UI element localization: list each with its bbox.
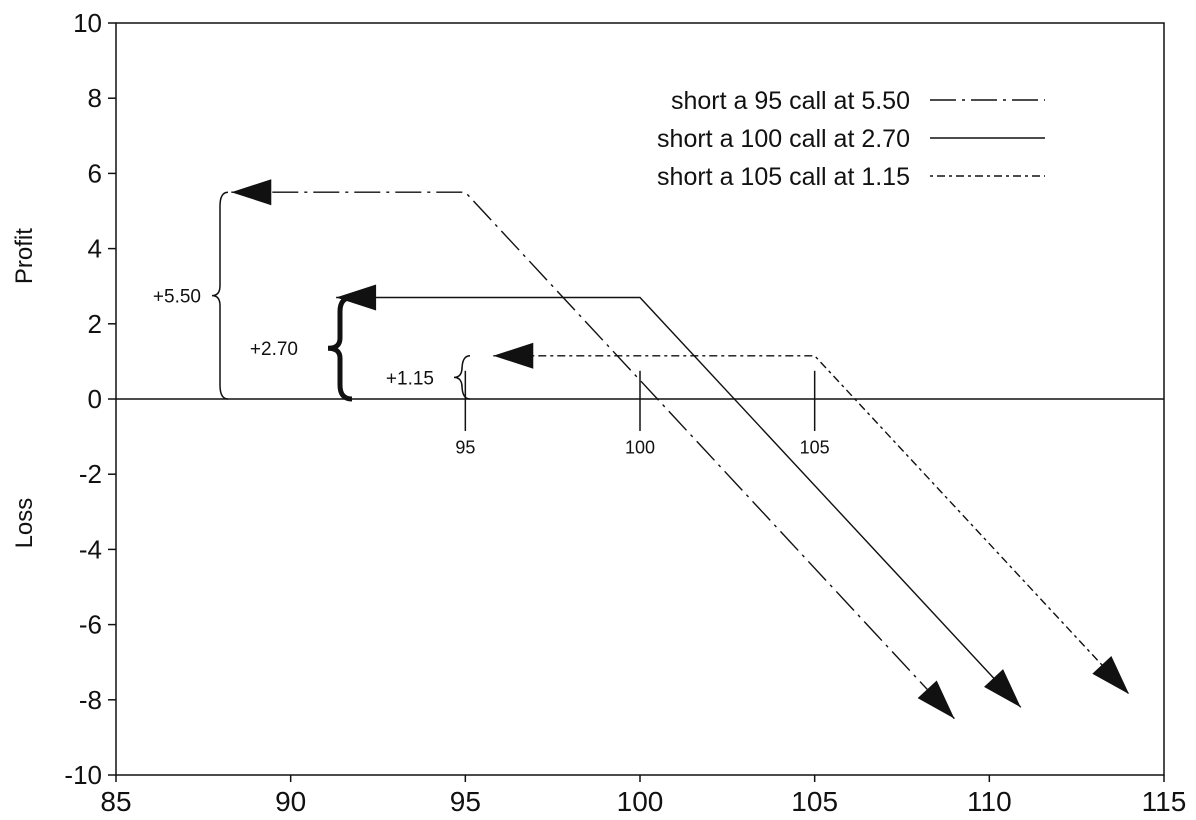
- x-tick-label: 110: [967, 786, 1012, 817]
- left-arrowhead-105: [493, 342, 534, 369]
- legend-label: short a 95 call at 5.50: [671, 87, 910, 115]
- legend-label: short a 105 call at 1.15: [657, 163, 910, 191]
- left-arrowhead-100: [336, 284, 377, 311]
- y-tick-label: -4: [79, 534, 102, 564]
- brace-2: [327, 294, 353, 402]
- x-tick-label: 90: [275, 786, 306, 817]
- series-line-105: [493, 355, 1130, 695]
- legend-label: short a 100 call at 2.70: [657, 125, 910, 153]
- x-tick-label: 105: [791, 786, 838, 817]
- y-tick-label: -8: [79, 685, 102, 715]
- y-tick-label: 0: [88, 384, 102, 414]
- y-axis-title-profit: Profit: [11, 228, 38, 284]
- strike-label: 95: [455, 438, 475, 458]
- y-tick-label: -6: [79, 610, 102, 640]
- right-arrowhead-100: [984, 669, 1021, 708]
- right-arrowhead-105: [1092, 656, 1130, 695]
- y-axis-title-loss: Loss: [11, 498, 38, 549]
- x-tick-label: 85: [100, 786, 131, 817]
- brace-1: [211, 191, 229, 400]
- annotation-label: +5.50: [153, 287, 201, 308]
- y-tick-label: -10: [64, 760, 102, 790]
- y-tick-label: -2: [79, 459, 102, 489]
- x-tick-label: 100: [617, 786, 664, 817]
- brace-3: [453, 355, 471, 400]
- y-tick-label: 4: [88, 234, 102, 264]
- annotation-label: +1.15: [386, 368, 434, 389]
- right-arrowhead-95: [917, 680, 955, 719]
- strike-label: 105: [800, 438, 830, 458]
- x-tick-label: 115: [1142, 786, 1187, 817]
- y-tick-label: 2: [88, 309, 102, 339]
- y-tick-label: 6: [88, 158, 102, 188]
- series-line-100: [336, 296, 1022, 708]
- y-tick-label: 10: [73, 8, 102, 38]
- left-arrowhead-95: [231, 179, 272, 206]
- annotation-label: +2.70: [250, 339, 298, 360]
- x-tick-label: 95: [450, 786, 481, 817]
- strike-label: 100: [625, 438, 655, 458]
- y-tick-label: 8: [88, 83, 102, 113]
- series-line-95: [231, 191, 955, 720]
